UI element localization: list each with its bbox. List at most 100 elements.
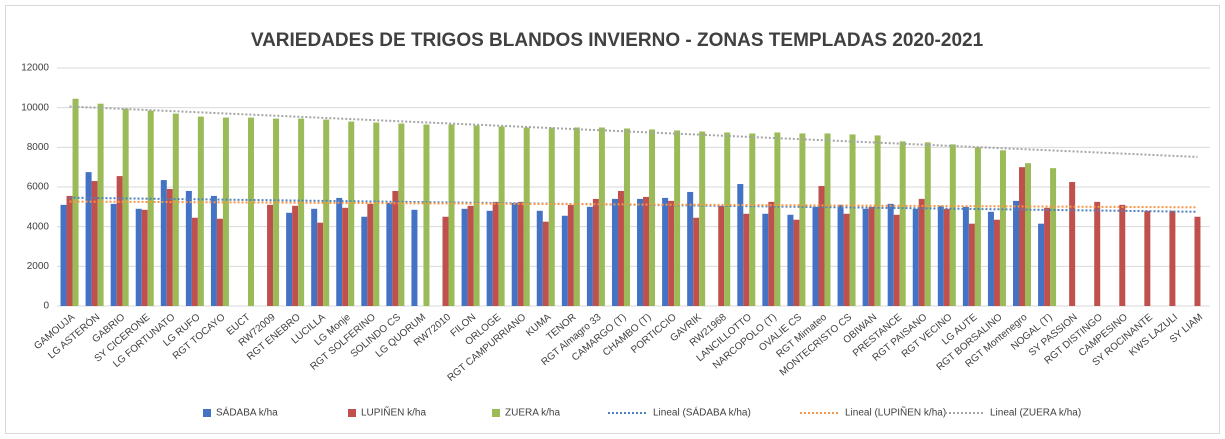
bar [662, 197, 669, 306]
bar [122, 108, 129, 307]
bar [893, 214, 900, 306]
bar [1169, 210, 1176, 306]
y-tick-label: 2000 [27, 261, 50, 272]
bar [542, 221, 549, 306]
bar [974, 147, 981, 306]
bar [724, 132, 731, 306]
bar [166, 188, 173, 306]
bar [1069, 182, 1076, 306]
bar [361, 216, 368, 306]
bar [874, 135, 881, 306]
legend-label: SÁDABA k/ha [216, 406, 278, 419]
bar [191, 217, 198, 306]
bar [737, 184, 744, 306]
bar [461, 208, 468, 306]
bar [949, 144, 956, 306]
bar [718, 205, 725, 306]
bar [392, 190, 399, 306]
bar [160, 180, 167, 306]
bar [185, 190, 192, 306]
bar [247, 117, 254, 306]
bar [1019, 167, 1026, 306]
bar [97, 103, 104, 306]
bar [586, 206, 593, 306]
bar [398, 123, 405, 307]
bar [147, 110, 154, 307]
bar [862, 208, 869, 306]
bar [899, 141, 906, 306]
bar [598, 127, 605, 306]
legend-swatch [492, 409, 500, 417]
bar [637, 198, 644, 306]
legend-swatch [203, 409, 211, 417]
legend-swatch [348, 409, 356, 417]
y-tick-label: 0 [43, 301, 49, 312]
bar [1050, 168, 1057, 306]
bar [66, 195, 73, 306]
bar [762, 213, 769, 306]
bar [592, 198, 599, 306]
bar [216, 218, 223, 306]
bar [311, 208, 318, 306]
bar [467, 205, 474, 306]
bar [573, 127, 580, 306]
bar [623, 128, 630, 306]
y-tick-label: 8000 [27, 142, 50, 153]
bar [1094, 201, 1101, 306]
bar [999, 150, 1006, 306]
y-tick-label: 6000 [27, 182, 50, 193]
bar [1025, 163, 1032, 306]
bar [799, 133, 806, 306]
bar [517, 201, 524, 306]
bar [968, 223, 975, 306]
bar [843, 213, 850, 306]
bar [849, 134, 856, 306]
bar [116, 176, 123, 306]
y-tick-label: 12000 [21, 63, 49, 74]
bar [887, 203, 894, 306]
bar [172, 113, 179, 306]
bar [348, 121, 355, 306]
bar [937, 205, 944, 306]
bar [1144, 210, 1151, 306]
bar [386, 202, 393, 306]
bar [110, 203, 117, 306]
y-tick-label: 4000 [27, 221, 50, 232]
legend-label: Lineal (SÁDABA k/ha) [653, 406, 751, 419]
legend-label: Lineal (ZUERA k/ha) [990, 408, 1081, 419]
legend-label: ZUERA k/ha [505, 408, 560, 419]
bar [286, 212, 293, 306]
bar [342, 207, 349, 306]
bar [523, 127, 530, 306]
bar [72, 98, 79, 306]
bar [1119, 204, 1126, 306]
bar [210, 195, 217, 306]
bar [442, 216, 449, 306]
bar [448, 124, 455, 307]
bar [768, 201, 775, 306]
bar [423, 124, 430, 307]
bar [567, 204, 574, 306]
bar [912, 208, 919, 306]
bar [536, 210, 543, 306]
bar [473, 125, 480, 307]
bar [674, 130, 681, 306]
bar [1038, 223, 1045, 306]
bar [85, 172, 92, 306]
bar [962, 206, 969, 306]
bar [643, 196, 650, 306]
bar [561, 215, 568, 306]
bar [367, 203, 374, 306]
bar [267, 204, 274, 306]
bar [1044, 207, 1051, 306]
bar [511, 202, 518, 306]
bar [1194, 216, 1201, 306]
bar [411, 209, 418, 306]
chart-title: VARIEDADES DE TRIGOS BLANDOS INVIERNO - … [251, 30, 984, 51]
bar [993, 219, 1000, 306]
bar [91, 181, 98, 306]
bar [918, 198, 925, 306]
bar [197, 116, 204, 306]
bar [793, 219, 800, 306]
